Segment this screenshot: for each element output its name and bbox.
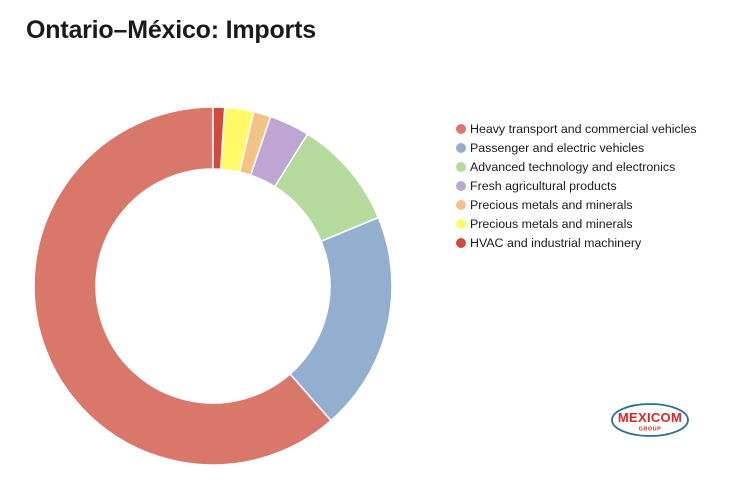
- donut-slice: [33, 106, 333, 466]
- legend-item: Heavy transport and commercial vehicles: [456, 119, 697, 138]
- legend-swatch: [456, 199, 466, 210]
- legend-swatch: [456, 180, 466, 191]
- legend-swatch: [456, 161, 466, 172]
- legend-label: Heavy transport and commercial vehicles: [470, 121, 697, 136]
- chart-legend: Heavy transport and commercial vehicles …: [456, 119, 697, 252]
- legend-swatch: [456, 142, 466, 153]
- legend-swatch: [456, 218, 466, 229]
- chart-title: Ontario–México: Imports: [26, 16, 316, 44]
- mexicom-group-logo: MEXICOM GROUP: [611, 403, 689, 437]
- legend-label: Advanced technology and electronics: [470, 159, 676, 174]
- logo-name: MEXICOM: [618, 410, 682, 425]
- legend-item: HVAC and industrial machinery: [456, 233, 697, 252]
- donut-slice: [212, 106, 226, 171]
- donut-slice: [289, 216, 393, 422]
- legend-label: Precious metals and minerals: [470, 197, 633, 212]
- legend-item: Advanced technology and electronics: [456, 157, 697, 176]
- legend-swatch: [456, 123, 466, 134]
- legend-label: Fresh agricultural products: [470, 178, 617, 193]
- legend-item: Precious metals and minerals: [456, 195, 697, 214]
- legend-label: HVAC and industrial machinery: [470, 235, 642, 250]
- legend-item: Precious metals and minerals: [456, 214, 697, 233]
- logo-tagline: GROUP: [639, 427, 662, 433]
- legend-item: Passenger and electric vehicles: [456, 138, 697, 157]
- legend-label: Passenger and electric vehicles: [470, 140, 645, 155]
- legend-item: Fresh agricultural products: [456, 176, 697, 195]
- legend-label: Precious metals and minerals: [470, 216, 633, 231]
- legend-swatch: [456, 237, 466, 248]
